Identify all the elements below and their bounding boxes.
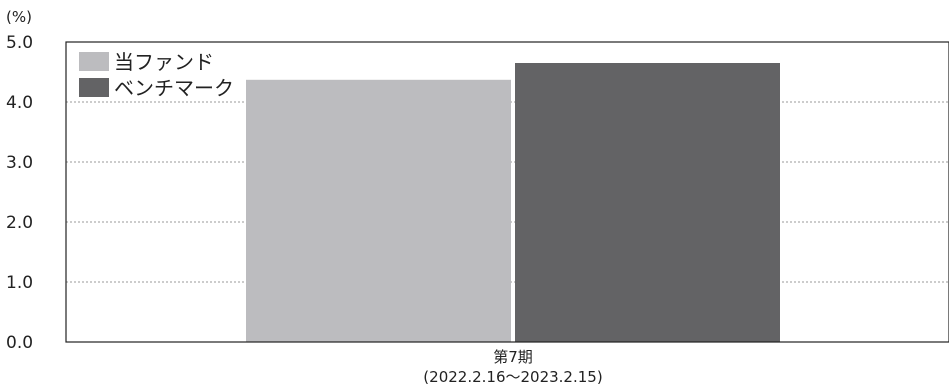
bar-fund — [246, 79, 511, 343]
y-tick-label: 3.0 — [6, 153, 33, 173]
y-axis-tick-labels: 0.0 1.0 2.0 3.0 4.0 5.0 — [6, 33, 33, 353]
legend-swatch-fund — [79, 52, 109, 71]
y-axis-unit-label: (%) — [6, 8, 32, 26]
x-axis-category-period: (2022.2.16～2023.2.15) — [423, 368, 602, 386]
legend-label-fund: 当ファンド — [114, 50, 214, 74]
y-tick-label: 1.0 — [6, 273, 33, 293]
y-tick-label: 0.0 — [6, 333, 33, 353]
x-axis-category-label: 第7期 — [493, 348, 533, 366]
y-tick-label: 4.0 — [6, 93, 33, 113]
bar-benchmark — [515, 63, 780, 342]
bars — [246, 63, 780, 343]
legend-label-benchmark: ベンチマーク — [114, 76, 234, 100]
legend-swatch-benchmark — [79, 78, 109, 97]
y-tick-label: 2.0 — [6, 213, 33, 233]
y-tick-label: 5.0 — [6, 33, 33, 53]
plot-frame — [65, 41, 949, 343]
legend: 当ファンド ベンチマーク — [72, 48, 240, 100]
